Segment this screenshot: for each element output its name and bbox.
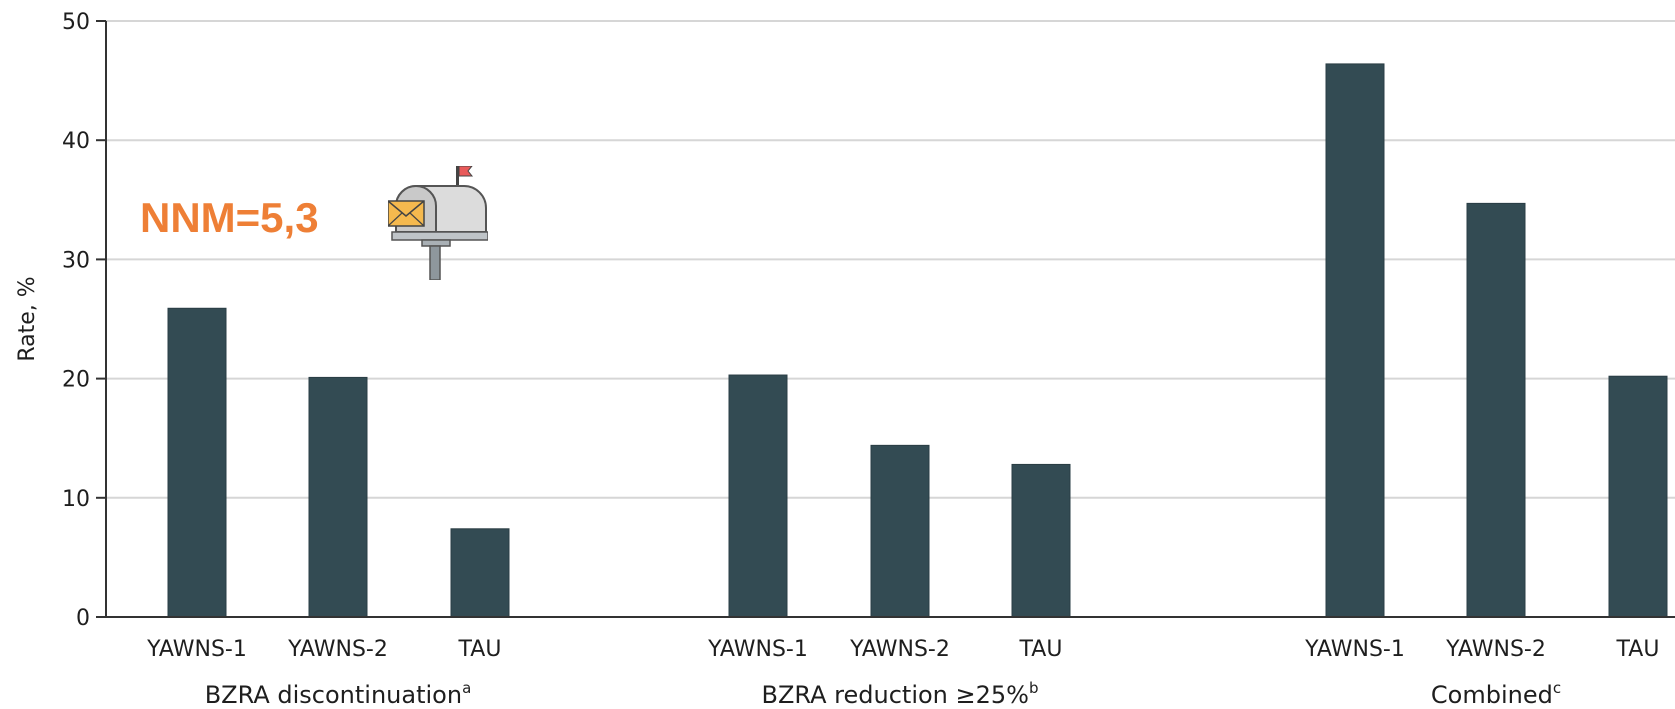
y-tick-label: 50 bbox=[62, 10, 90, 35]
category-label: TAU bbox=[458, 637, 502, 662]
bar bbox=[450, 528, 510, 618]
y-tick-label: 30 bbox=[62, 248, 90, 273]
category-label: YAWNS-1 bbox=[1304, 637, 1405, 662]
y-tick-labels: 0 10 20 30 40 50 bbox=[62, 10, 90, 631]
bar bbox=[1466, 202, 1526, 618]
category-labels: YAWNS-1 YAWNS-2 TAU YAWNS-1 YAWNS-2 TAU YAWNS-… bbox=[146, 637, 1659, 662]
category-label: YAWNS-1 bbox=[146, 637, 247, 662]
bar bbox=[728, 374, 788, 618]
category-label: TAU bbox=[1019, 637, 1063, 662]
bar bbox=[1325, 63, 1385, 618]
y-axis-label: Rate, % bbox=[15, 276, 40, 361]
y-tick-label: 10 bbox=[62, 487, 90, 512]
bar bbox=[167, 307, 227, 618]
group-labels: BZRA discontinuationa BZRA reduction ≥25%… bbox=[205, 679, 1561, 709]
category-label: YAWNS-1 bbox=[707, 637, 808, 662]
category-label: TAU bbox=[1616, 637, 1660, 662]
y-tick-label: 0 bbox=[76, 606, 90, 631]
bar bbox=[1011, 463, 1071, 618]
category-label: YAWNS-2 bbox=[849, 637, 950, 662]
group-label: Combinedc bbox=[1431, 679, 1561, 709]
y-tick-label: 20 bbox=[62, 368, 90, 393]
category-label: YAWNS-2 bbox=[1445, 637, 1546, 662]
bar bbox=[308, 376, 368, 618]
nnm-annotation: NNM=5,3 bbox=[140, 194, 319, 241]
group-label: BZRA reduction ≥25%b bbox=[762, 679, 1039, 709]
bars bbox=[167, 63, 1668, 618]
y-tick-label: 40 bbox=[62, 129, 90, 154]
bar bbox=[1608, 375, 1668, 618]
category-label: YAWNS-2 bbox=[287, 637, 388, 662]
axes bbox=[96, 20, 1675, 618]
group-label: BZRA discontinuationa bbox=[205, 679, 472, 709]
mailbox-with-letter-icon bbox=[388, 166, 488, 280]
bar bbox=[870, 444, 930, 618]
